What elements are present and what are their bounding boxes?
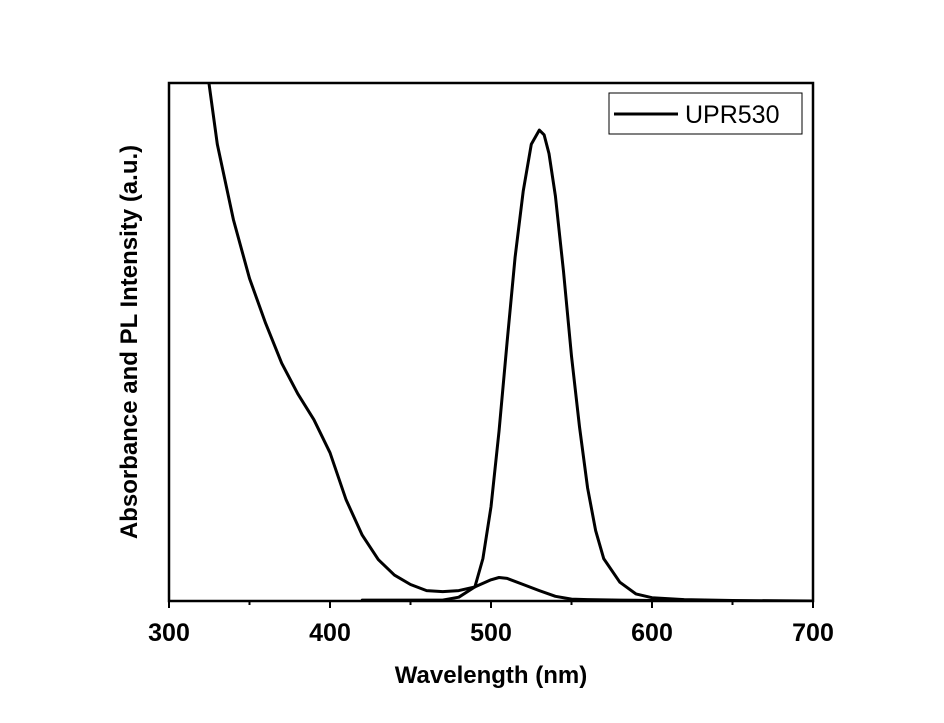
series-layer — [207, 83, 813, 601]
x-tick-label: 500 — [470, 619, 512, 647]
x-tick-label: 400 — [309, 619, 351, 647]
series-line-pl-emission — [360, 128, 813, 601]
series-line-absorbance — [207, 83, 813, 601]
y-axis-title: Absorbance and PL Intensity (a.u.) — [116, 145, 143, 539]
x-tick-label: 300 — [148, 619, 190, 647]
legend-label: UPR530 — [685, 101, 780, 129]
legend: UPR530 — [608, 92, 803, 135]
x-axis-ticks: 300 400 500 600 700 — [148, 601, 834, 647]
x-tick-label: 600 — [631, 619, 673, 647]
x-tick-label: 700 — [792, 619, 834, 647]
x-axis-title: Wavelength (nm) — [395, 662, 587, 689]
